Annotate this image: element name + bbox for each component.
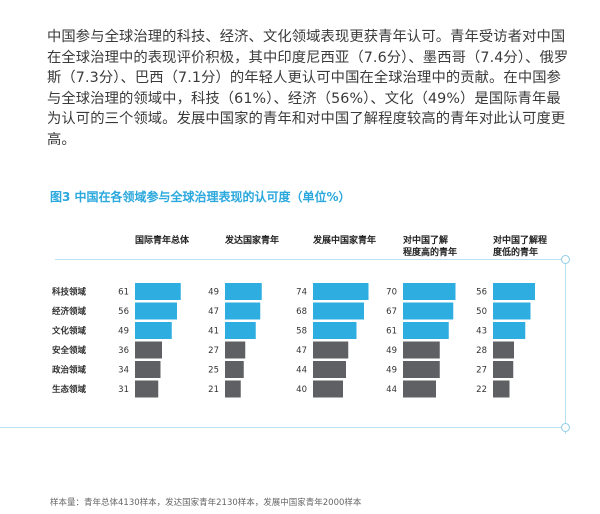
column-header-line: 度低的青年: [493, 246, 538, 258]
column-header: 发达国家青年: [224, 234, 279, 246]
value-label: 67: [386, 307, 397, 317]
decorative-line-right: [565, 259, 566, 434]
value-label: 44: [296, 366, 307, 376]
bar: [313, 302, 364, 320]
bar: [313, 322, 357, 339]
bar: [313, 380, 343, 398]
bar: [135, 322, 172, 339]
bar: [225, 380, 241, 398]
row-label: 文化领域: [52, 326, 87, 337]
bar: [403, 302, 454, 320]
bar: [135, 380, 159, 398]
bar: [403, 341, 440, 359]
row-label: 经济领域: [52, 306, 87, 317]
value-label: 27: [476, 366, 487, 376]
bar: [313, 283, 369, 300]
bar: [313, 341, 349, 359]
column-header: 对中国了解程度高的青年: [403, 234, 457, 258]
bar: [403, 361, 440, 378]
value-label: 40: [296, 385, 307, 395]
value-label: 49: [118, 327, 129, 337]
bar: [493, 361, 514, 378]
value-label: 41: [208, 327, 219, 337]
value-label: 68: [296, 307, 307, 317]
bar: [403, 283, 456, 300]
sample-size-footnote: 样本量：青年总体4130样本，发达国家青年2130样本，发展中国家青年2000样…: [50, 498, 362, 508]
value-label: 56: [476, 288, 487, 298]
decorative-line-top: [55, 259, 565, 260]
column-header: 对中国了解程度低的青年: [493, 234, 547, 258]
value-label: 22: [476, 385, 487, 395]
bar: [135, 283, 181, 300]
value-label: 49: [386, 346, 397, 356]
bar: [493, 283, 535, 300]
bar: [493, 341, 514, 359]
column-header-line: 发展中国家青年: [312, 234, 376, 246]
value-label: 21: [208, 385, 219, 395]
value-label: 25: [208, 366, 219, 376]
row-label: 政治领域: [52, 365, 87, 376]
column-header-line: 国际青年总体: [135, 234, 190, 246]
bar: [493, 302, 531, 320]
value-label: 61: [386, 327, 397, 337]
bar: [403, 380, 436, 398]
bar: [313, 361, 346, 378]
value-label: 31: [118, 385, 129, 395]
bar: [493, 380, 510, 398]
value-label: 47: [296, 346, 307, 356]
value-label: 27: [208, 346, 219, 356]
value-label: 43: [476, 327, 487, 337]
value-label: 34: [118, 366, 129, 376]
row-label: 安全领域: [52, 345, 87, 356]
column-header-line: 对中国了解: [403, 234, 448, 246]
column-header-line: 对中国了解程: [493, 234, 547, 246]
bar: [225, 361, 244, 378]
value-label: 56: [118, 307, 129, 317]
value-label: 49: [386, 366, 397, 376]
value-label: 49: [208, 288, 219, 298]
column-header: 国际青年总体: [135, 234, 190, 246]
value-label: 47: [208, 307, 219, 317]
value-label: 28: [476, 346, 487, 356]
value-label: 50: [476, 307, 487, 317]
bar: [225, 283, 262, 300]
value-label: 61: [118, 288, 129, 298]
bar: [403, 322, 449, 339]
bar: [493, 322, 526, 339]
bar: [135, 302, 177, 320]
bar: [135, 341, 162, 359]
decorative-dot: [561, 255, 570, 264]
column-header-line: 发达国家青年: [224, 234, 279, 246]
decorative-dot: [561, 423, 570, 432]
value-label: 44: [386, 385, 397, 395]
value-label: 70: [386, 288, 397, 298]
bar: [225, 341, 246, 359]
value-label: 36: [118, 346, 129, 356]
row-label: 科技领域: [52, 287, 87, 298]
intro-paragraph: 中国参与全球治理的科技、经济、文化领域表现更获青年认可。青年受访者对中国在全球治…: [47, 29, 569, 148]
row-label: 生态领域: [52, 384, 87, 395]
value-label: 74: [296, 288, 307, 298]
bar: [225, 302, 261, 320]
bar: [225, 322, 256, 339]
value-label: 58: [296, 327, 307, 337]
column-header-line: 程度高的青年: [403, 246, 457, 258]
bar: [135, 361, 161, 378]
figure-title: 图3 中国在各领域参与全球治理表现的认可度（单位%）: [50, 190, 351, 204]
column-header: 发展中国家青年: [312, 234, 376, 246]
decorative-line-bottom: [0, 427, 565, 428]
